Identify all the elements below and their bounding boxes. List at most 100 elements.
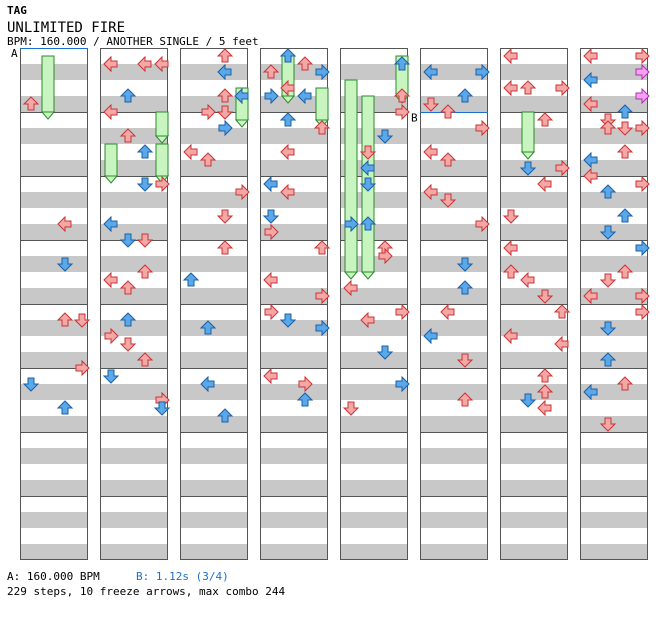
stripe [260,544,328,560]
step-arrow [22,377,40,392]
stripe [340,512,408,528]
stripe [580,480,648,496]
stripe [340,320,408,336]
stripe [340,544,408,560]
step-arrow [315,287,330,305]
stripe [180,352,248,368]
step-arrow [103,271,118,289]
stripe [340,288,408,304]
step-arrow [536,112,554,127]
step-arrow [216,48,234,63]
marker-b-label: B [411,112,418,125]
step-arrow [423,183,438,201]
stripe [20,544,88,560]
stripe [180,192,248,208]
step-arrow [136,144,154,159]
step-arrow [360,159,375,177]
step-arrow [297,87,312,105]
stripe [180,512,248,528]
chart-column [180,48,248,560]
stripe [100,192,168,208]
step-arrow [536,368,554,383]
step-arrow [153,401,171,416]
step-arrow [119,233,137,248]
column-border [580,48,648,560]
step-arrow [536,289,554,304]
stripe [100,96,168,112]
step-arrow [635,287,650,305]
stripe [100,384,168,400]
freeze-arrow [280,55,296,104]
stripe [580,256,648,272]
stripe [100,480,168,496]
step-arrow [583,151,598,169]
stripe [180,96,248,112]
step-arrow [616,376,634,391]
stripe [500,192,568,208]
chart-column [580,48,648,560]
stripe [500,512,568,528]
step-arrow [264,87,279,105]
step-arrow [22,96,40,111]
step-arrow [616,121,634,136]
step-arrow [262,209,280,224]
step-arrow [439,104,457,119]
step-arrow [56,312,74,327]
step-arrow [119,280,137,295]
step-arrow [263,175,278,193]
column-border [260,48,328,560]
stripe [500,544,568,560]
stripe [500,416,568,432]
stripe [340,416,408,432]
step-arrow [553,304,571,319]
step-arrow [103,215,118,233]
stripe [180,160,248,176]
stripe [340,64,408,80]
step-arrow [73,313,91,328]
step-arrow [182,272,200,287]
step-arrow [376,129,394,144]
stripe [260,224,328,240]
step-arrow [599,321,617,336]
step-arrow [635,175,650,193]
step-arrow [216,240,234,255]
step-arrow [235,183,250,201]
stripe [580,160,648,176]
stripe [260,256,328,272]
stripe [420,512,488,528]
step-arrow [137,55,152,73]
stripe [420,352,488,368]
step-arrow [440,303,455,321]
step-arrow [342,401,360,416]
stripe [500,384,568,400]
step-arrow [264,223,279,241]
stripe [420,128,488,144]
step-arrow [136,264,154,279]
step-arrow [102,369,120,384]
step-arrow [635,47,650,65]
step-arrow [616,144,634,159]
step-arrow [154,55,169,73]
stripe [20,480,88,496]
step-arrow [104,327,119,345]
step-arrow [635,63,650,81]
step-arrow [635,239,650,257]
stripe [580,64,648,80]
stripe [260,192,328,208]
step-arrow [296,392,314,407]
step-arrow [279,313,297,328]
step-arrow [456,257,474,272]
chart-meta: BPM: 160.000 / ANOTHER SINGLE / 5 feet [7,35,259,48]
stripe [340,480,408,496]
stripe [180,416,248,432]
step-arrow [136,177,154,192]
step-arrow [103,103,118,121]
step-arrow [439,152,457,167]
stripe [20,288,88,304]
freeze-arrow [154,111,170,144]
step-arrow [216,408,234,423]
step-arrow [378,247,393,265]
step-arrow [313,240,331,255]
stripe [20,192,88,208]
step-arrow [583,47,598,65]
